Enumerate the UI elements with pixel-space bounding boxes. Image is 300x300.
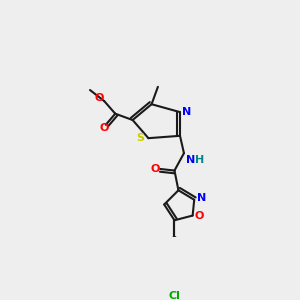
- Text: S: S: [136, 133, 145, 143]
- Text: O: O: [151, 164, 160, 174]
- Text: Cl: Cl: [169, 291, 180, 300]
- Text: N: N: [182, 107, 191, 117]
- Text: N: N: [197, 193, 206, 203]
- Text: H: H: [195, 155, 204, 165]
- Text: N: N: [185, 155, 195, 165]
- Text: O: O: [194, 211, 204, 220]
- Text: O: O: [95, 93, 104, 103]
- Text: O: O: [100, 123, 109, 133]
